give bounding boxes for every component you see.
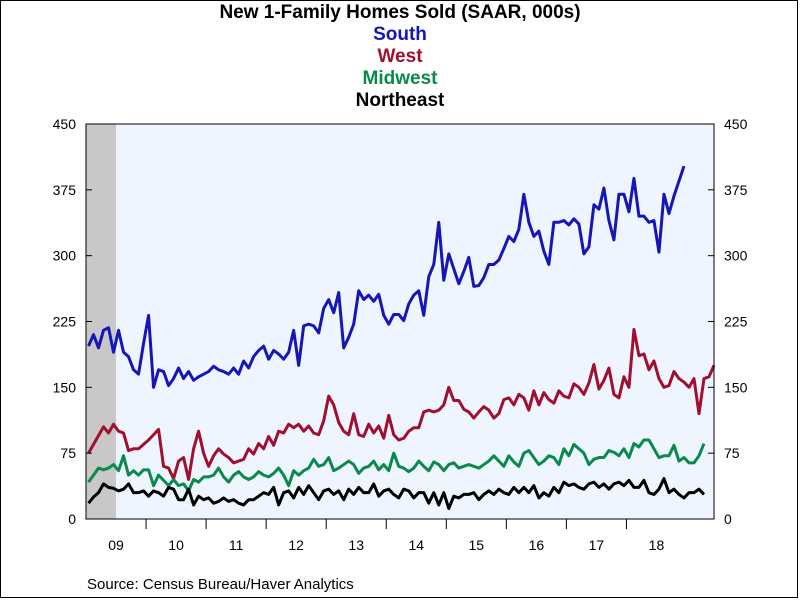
y-tick-label-right: 300: [724, 248, 748, 264]
y-tick-label-right: 450: [724, 116, 748, 132]
chart-title: New 1-Family Homes Sold (SAAR, 000s): [219, 2, 581, 23]
x-tick-label: 11: [229, 537, 244, 553]
plot-area: [86, 124, 714, 519]
y-tick-label-left: 225: [53, 314, 77, 330]
x-tick-label: 17: [589, 537, 605, 553]
y-tick-label-right: 75: [724, 445, 740, 461]
legend-entry-south: South: [373, 24, 427, 45]
y-tick-label-left: 450: [53, 116, 77, 132]
y-tick-label-right: 150: [724, 379, 748, 395]
title-block: New 1-Family Homes Sold (SAAR, 000s) Sou…: [0, 2, 800, 112]
source-note: Source: Census Bureau/Haver Analytics: [87, 576, 354, 593]
y-tick-label-left: 150: [53, 379, 77, 395]
x-tick-label: 16: [529, 537, 545, 553]
y-tick-label-right: 375: [724, 182, 748, 198]
x-tick-label: 18: [649, 537, 665, 553]
y-tick-label-right: 0: [724, 511, 732, 527]
x-tick-label: 09: [108, 537, 124, 553]
legend-entry-west: West: [377, 46, 423, 67]
x-tick-label: 13: [348, 537, 364, 553]
y-tick-label-left: 75: [60, 445, 76, 461]
series-line-south: [87, 165, 686, 389]
x-tick-label: 15: [469, 537, 485, 553]
y-tick-label-left: 375: [53, 182, 77, 198]
series-line-midwest: [87, 438, 706, 493]
legend-entry-midwest: Midwest: [362, 68, 438, 89]
x-tick-label: 12: [288, 537, 304, 553]
legend-entry-northeast: Northeast: [355, 90, 445, 111]
series-line-northeast: [87, 477, 706, 510]
x-tick-label: 10: [168, 537, 184, 553]
y-tick-label-left: 0: [68, 511, 76, 527]
y-tick-label-left: 300: [53, 248, 77, 264]
series-line-west: [87, 327, 716, 481]
x-tick-label: 14: [408, 537, 424, 553]
y-tick-label-right: 225: [724, 314, 748, 330]
